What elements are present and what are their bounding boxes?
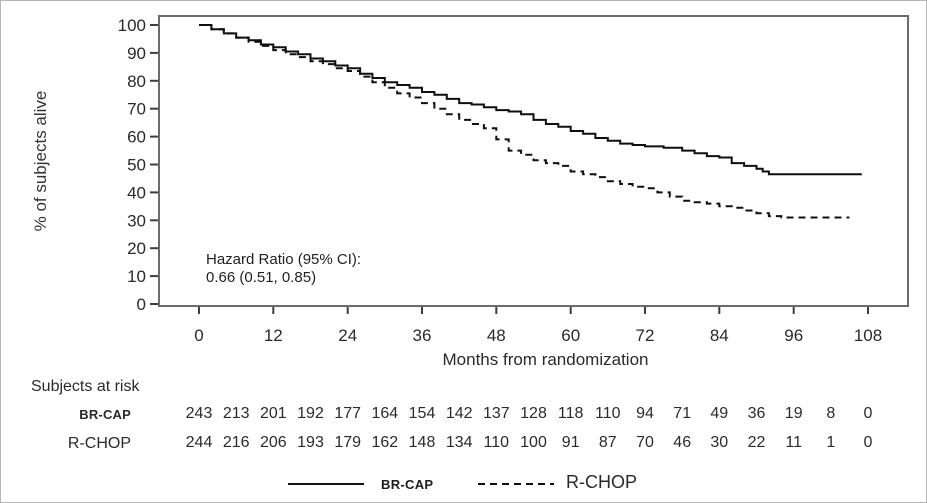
at-risk-count: 128 [520, 405, 547, 422]
x-tick-label: 12 [264, 326, 283, 345]
at-risk-count: 142 [445, 405, 473, 422]
y-tick-label: 40 [127, 183, 146, 202]
at-risk-count: 148 [408, 434, 436, 451]
at-risk-count: 206 [259, 434, 287, 451]
at-risk-count: 94 [636, 405, 654, 422]
at-risk-count: 213 [222, 405, 250, 422]
at-risk-count: 243 [185, 405, 213, 422]
hazard-ratio-line1: Hazard Ratio (95% CI): [206, 251, 362, 268]
legend-label-brcap: BR-CAP [381, 477, 434, 492]
y-tick-label: 20 [127, 239, 146, 258]
at-risk-count: 110 [595, 405, 621, 422]
x-axis-title: Months from randomization [442, 350, 649, 369]
at-risk-count: 154 [408, 405, 436, 422]
x-tick-label: 24 [338, 326, 357, 345]
at-risk-count: 49 [710, 405, 729, 422]
y-tick-label: 80 [127, 72, 146, 91]
at-risk-count: 134 [445, 434, 473, 451]
at-risk-count: 11 [785, 434, 802, 451]
km-curve-r-chop [199, 24, 850, 219]
hazard-ratio-line2: 0.66 (0.51, 0.85) [206, 269, 317, 286]
x-tick-label: 108 [854, 326, 882, 345]
at-risk-count: 70 [636, 434, 654, 451]
y-tick-label: 10 [127, 267, 146, 286]
at-risk-count: 36 [747, 405, 766, 422]
at-risk-count: 30 [710, 434, 729, 451]
legend-line-rchop [478, 483, 554, 485]
at-risk-count: 201 [259, 405, 287, 422]
at-risk-count: 100 [520, 434, 547, 451]
y-tick-label: 50 [127, 156, 146, 175]
legend-line-brcap [288, 483, 364, 485]
y-tick-label: 30 [127, 211, 146, 230]
hazard-ratio-annotation: Hazard Ratio (95% CI): 0.66 (0.51, 0.85) [206, 251, 361, 287]
at-risk-count: 118 [557, 405, 584, 422]
y-tick-label: 100 [118, 16, 146, 35]
at-risk-count: 177 [334, 405, 362, 422]
km-plot: 0 10 20 30 40 50 60 70 80 90 100 0 12 24 36 48 60 72 84 96 1… [118, 15, 909, 345]
x-tick-label: 84 [710, 326, 729, 345]
at-risk-count: 164 [371, 405, 399, 422]
x-tick-label: 72 [636, 326, 655, 345]
x-tick-label: 0 [194, 326, 203, 345]
at-risk-count: 8 [826, 405, 836, 422]
y-tick-label: 90 [127, 44, 146, 63]
y-tick-label: 70 [127, 100, 146, 119]
legend-label-rchop: R-CHOP [566, 472, 637, 492]
at-risk-row-label-rchop: R-CHOP [67, 435, 131, 452]
at-risk-count: 137 [482, 405, 510, 422]
at-risk-count: 71 [673, 405, 692, 422]
y-tick-label: 60 [127, 128, 146, 147]
at-risk-count: 0 [863, 434, 873, 451]
x-tick-label: 36 [413, 326, 432, 345]
at-risk-count: 216 [222, 434, 250, 451]
at-risk-count: 22 [747, 434, 766, 451]
at-risk-count: 1 [826, 434, 836, 451]
at-risk-count: 193 [297, 434, 324, 451]
at-risk-count: 110 [483, 434, 510, 451]
at-risk-count: 244 [185, 434, 213, 451]
x-tick-label: 48 [487, 326, 506, 345]
at-risk-row-label-brcap: BR-CAP [79, 407, 131, 422]
x-tick-label: 96 [784, 326, 803, 345]
at-risk-row-rchop: 244 216 206 193 179 162 148 134 110 100 91 87 70 46 30… [1, 434, 926, 452]
plot-frame [158, 15, 909, 307]
at-risk-count: 91 [561, 434, 580, 451]
subjects-at-risk-header: Subjects at risk [31, 378, 140, 395]
at-risk-count: 0 [863, 405, 873, 422]
at-risk-count: 19 [784, 405, 803, 422]
km-curve-br-cap [199, 24, 862, 176]
at-risk-count: 46 [673, 434, 692, 451]
y-tick-label: 0 [137, 295, 146, 314]
x-tick-label: 60 [561, 326, 580, 345]
at-risk-count: 162 [371, 434, 399, 451]
at-risk-count: 179 [334, 434, 362, 451]
at-risk-count: 192 [297, 405, 324, 422]
at-risk-row-brcap: 243 213 201 192 177 164 154 142 137 128 118 110 94 71… [1, 405, 926, 423]
at-risk-count: 87 [598, 434, 617, 451]
